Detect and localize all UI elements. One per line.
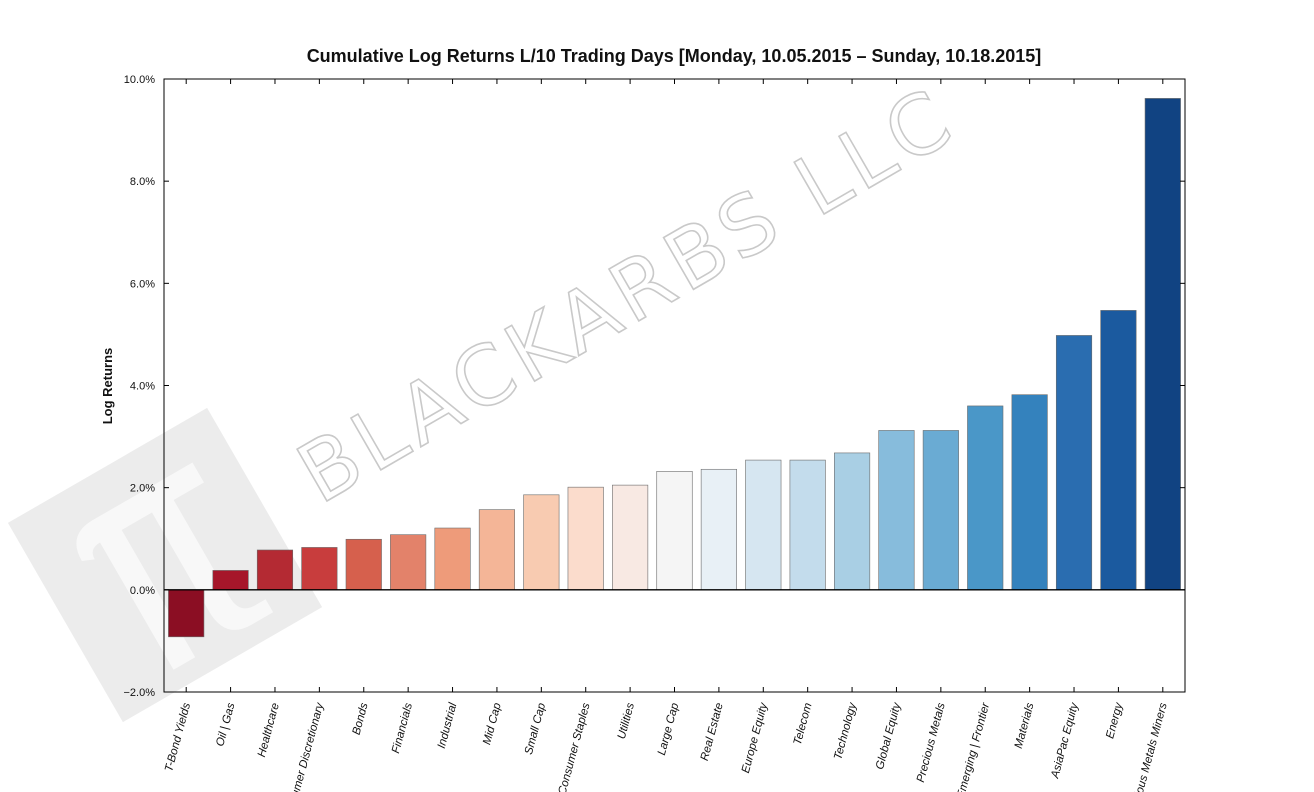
bar: [256, 549, 294, 591]
plot-frame: [163, 78, 1186, 693]
x-tick-label: Europe Equity: [740, 700, 771, 774]
x-tick-label: Consumer Staples: [557, 701, 593, 792]
x-tick-label: Precious Metals Miners: [1127, 701, 1170, 792]
chart-title: Cumulative Log Returns L/10 Trading Days…: [307, 46, 1042, 66]
x-tick-label: Industrial: [436, 701, 460, 750]
x-tick-label: Healthcare: [256, 702, 282, 759]
y-tick-label: 2.0%: [130, 483, 155, 495]
x-tick-label: Energy: [1104, 700, 1125, 740]
bar: [922, 430, 959, 591]
bars-group: [168, 98, 1181, 638]
bar: [745, 459, 782, 591]
x-tick-label: Real Estate: [699, 702, 726, 763]
bar: [390, 534, 427, 591]
x-tick-label: Telecom: [792, 701, 815, 746]
y-tick-label: 10.0%: [124, 74, 155, 86]
bar: [434, 527, 471, 591]
watermark: BLACKARBS LLC: [7, 69, 972, 723]
bar: [700, 468, 737, 591]
x-tick-label: Consumer Discretionary: [283, 700, 327, 792]
y-tick-label: 6.0%: [130, 278, 155, 290]
x-tick-label: Financials: [390, 701, 415, 754]
x-tick-label: Large Cap: [656, 701, 682, 757]
x-tick-label: Oil | Gas: [214, 701, 237, 747]
bar: [612, 484, 649, 591]
y-axis-label: Log Returns: [100, 348, 115, 425]
y-tick-label: 0.0%: [130, 585, 155, 597]
bar: [789, 459, 826, 591]
x-tick-label: Global Equity: [874, 700, 904, 770]
x-tick-label: Emerging | Frontier: [955, 701, 992, 792]
x-tick-label: Materials: [1013, 701, 1037, 749]
x-tick-label: Utilities: [616, 701, 637, 740]
x-tick-label: Small Cap: [523, 701, 548, 756]
x-tick-label: Technology: [832, 700, 859, 761]
y-tick-label: 8.0%: [130, 176, 155, 188]
bar: [478, 509, 515, 591]
x-tick-label: Bonds: [351, 701, 371, 736]
x-tick-label: Mid Cap: [481, 701, 504, 746]
bar: [301, 547, 338, 591]
bar: [1011, 394, 1048, 591]
x-tick-label: T-Bond Yields: [163, 701, 193, 773]
bar: [168, 589, 205, 638]
x-tick-label: AsiaPac Equity: [1049, 700, 1081, 780]
pi-icon: [7, 407, 323, 723]
bar: [345, 538, 382, 591]
bar: [656, 471, 693, 591]
bar: [1055, 335, 1093, 591]
bar: [967, 405, 1004, 591]
y-ticks-group: −2.0% 0.0% 2.0% 4.0% 6.0% 8.0% 10.0%: [124, 74, 1185, 699]
bar: [523, 494, 560, 591]
y-tick-label: −2.0%: [124, 687, 156, 699]
y-tick-label: 4.0%: [130, 381, 155, 393]
bar: [567, 486, 604, 591]
bar: [878, 430, 915, 591]
bar: [1144, 98, 1181, 591]
bar: [834, 452, 871, 591]
bar: [1100, 310, 1137, 591]
x-tick-label: Precious Metals: [915, 701, 948, 783]
bar: [212, 570, 249, 591]
